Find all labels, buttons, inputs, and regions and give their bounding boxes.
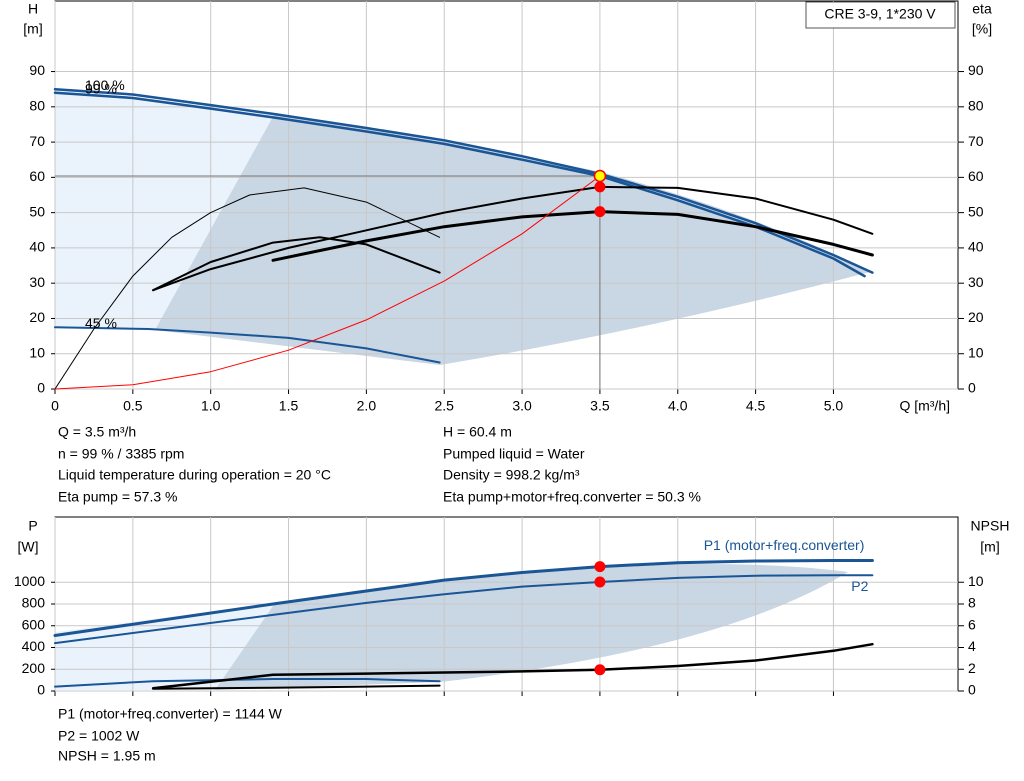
y2-tick-label: 10: [968, 573, 984, 589]
y-tick-label: 50: [29, 203, 45, 219]
y-tick-label: 200: [22, 660, 46, 676]
area: [215, 564, 848, 690]
x-tick-label: 1.0: [201, 398, 221, 414]
operating-point: [594, 576, 606, 588]
x-tick-label: 3.0: [512, 398, 532, 414]
curve: [152, 185, 874, 292]
area: [155, 113, 870, 365]
curve-label: 45 %: [85, 315, 117, 331]
y2-tick-label: 0: [968, 682, 976, 698]
y-tick-label: 70: [29, 133, 45, 149]
curve: [151, 642, 874, 690]
curve: [152, 684, 441, 690]
y2-tick-label: 6: [968, 616, 976, 632]
y2-tick-label: 4: [968, 638, 976, 654]
y2-tick-label: 20: [968, 309, 984, 325]
y-tick-label: 10: [29, 344, 45, 360]
y-unit: [m]: [23, 21, 42, 37]
y-tick-label: 20: [29, 309, 45, 325]
y-tick-label: 90: [29, 62, 45, 78]
info-text: P1 (motor+freq.converter) = 1144 W: [58, 706, 283, 722]
y-tick-label: 60: [29, 168, 45, 184]
x-tick-label: 0.5: [123, 398, 143, 414]
y2-tick-label: 8: [968, 595, 976, 611]
y-tick-label: 400: [22, 638, 46, 654]
info-text: P2 = 1002 W: [58, 728, 140, 744]
y2-tick-label: 60: [968, 168, 984, 184]
y2-tick-label: 90: [968, 62, 984, 78]
chart-title: CRE 3-9, 1*230 V: [824, 6, 936, 22]
y-tick-label: 600: [22, 616, 46, 632]
x-tick-label: 5.0: [824, 398, 844, 414]
curve: [54, 678, 441, 688]
x-tick-label: 4.0: [668, 398, 688, 414]
y-tick-label: 1000: [14, 573, 45, 589]
y2-unit: [m]: [980, 539, 999, 555]
curve-label: P2: [851, 578, 868, 594]
curve: [54, 326, 441, 364]
curve-label: P1 (motor+freq.converter): [704, 537, 865, 553]
curve: [54, 574, 874, 645]
area-light: [55, 88, 275, 330]
x-tick-label: 1.5: [279, 398, 299, 414]
info-text: Eta pump = 57.3 %: [58, 489, 177, 505]
info-text: Pumped liquid = Water: [443, 446, 585, 462]
curve: [53, 559, 874, 637]
info-text: NPSH = 1.95 m: [58, 748, 156, 764]
info-text: n = 99 % / 3385 rpm: [58, 446, 184, 462]
y2-tick-label: 50: [968, 203, 984, 219]
operating-point: [594, 206, 606, 218]
y2-tick-label: 30: [968, 274, 984, 290]
y2-tick-label: 80: [968, 98, 984, 114]
operating-point: [594, 181, 606, 193]
y2-tick-label: 10: [968, 344, 984, 360]
curve: [54, 175, 601, 390]
y-unit: [W]: [18, 539, 39, 555]
y-tick-label: 800: [22, 595, 46, 611]
operating-point: [594, 664, 606, 676]
y-label: H: [28, 1, 38, 17]
curve: [53, 91, 866, 278]
y-tick-label: 30: [29, 274, 45, 290]
x-tick-label: 0: [51, 398, 59, 414]
curve-label: 100 %: [85, 77, 125, 93]
area-light: [55, 603, 275, 690]
y-tick-label: 0: [37, 682, 45, 698]
curve: [152, 236, 441, 292]
curve-label: 99 %: [85, 80, 117, 96]
y-label: P: [28, 518, 37, 534]
y2-label: eta: [972, 1, 992, 17]
chart-layer: 0 0.5 1.0 1.5 2.0 2.5 3.0 3.5 4.0 4.5 5.0010203040…: [14, 0, 984, 698]
y-tick-label: 40: [29, 239, 45, 255]
info-text: Eta pump+motor+freq.converter = 50.3 %: [443, 489, 701, 505]
y2-tick-label: 40: [968, 239, 984, 255]
info-text: H = 60.4 m: [443, 424, 512, 440]
info-text: Q = 3.5 m³/h: [58, 424, 136, 440]
operating-point: [594, 561, 606, 573]
x-tick-label: 2.0: [357, 398, 377, 414]
x-tick-label: 2.5: [434, 398, 454, 414]
y2-unit: [%]: [972, 21, 992, 37]
y-tick-label: 0: [37, 380, 45, 396]
y2-tick-label: 2: [968, 660, 976, 676]
x-label: Q [m³/h]: [899, 398, 950, 414]
info-text: Liquid temperature during operation = 20…: [58, 467, 331, 483]
title-box: [805, 1, 956, 29]
x-tick-label: 3.5: [590, 398, 610, 414]
y2-tick-label: 0: [968, 380, 976, 396]
operating-point: [593, 169, 607, 183]
y2-tick-label: 70: [968, 133, 984, 149]
y-tick-label: 80: [29, 98, 45, 114]
curve: [54, 187, 441, 390]
y2-label: NPSH: [971, 518, 1010, 534]
x-tick-label: 4.5: [746, 398, 766, 414]
info-text: Density = 998.2 kg/m³: [443, 467, 580, 483]
